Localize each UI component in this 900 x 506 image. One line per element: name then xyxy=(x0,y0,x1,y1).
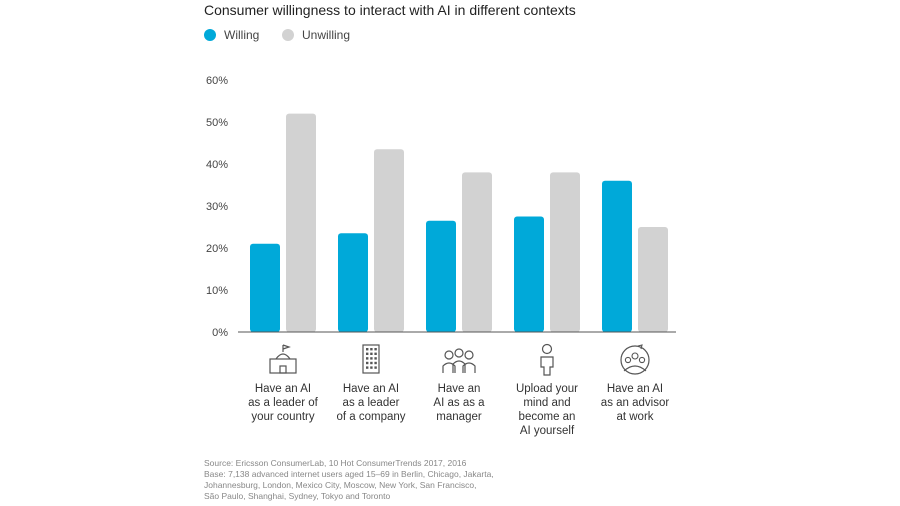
y-tick-label: 10% xyxy=(206,285,228,297)
legend-swatch-unwilling xyxy=(282,29,294,41)
bar-willing-3 xyxy=(514,216,544,332)
y-tick-label: 30% xyxy=(206,201,228,213)
bar-unwilling-0 xyxy=(286,113,316,332)
y-tick-label: 40% xyxy=(206,159,228,171)
x-category-label: Have an AI as an advisor at work xyxy=(600,383,670,423)
x-category-label: Upload your mind and become an AI yourse… xyxy=(515,383,578,437)
legend-label-unwilling: Unwilling xyxy=(302,28,351,42)
x-category-label: Have an AI as a leader of your country xyxy=(248,383,318,423)
legend-label-willing: Willing xyxy=(224,28,260,42)
legend-item-willing: Willing xyxy=(204,28,259,42)
bar-unwilling-4 xyxy=(638,227,668,332)
legend-item-unwilling: Unwilling xyxy=(282,28,350,42)
bar-willing-2 xyxy=(426,220,456,332)
y-tick-label: 0% xyxy=(212,327,228,339)
bar-willing-4 xyxy=(602,180,632,332)
team-icon xyxy=(442,348,476,373)
legend-swatch-willing xyxy=(204,29,216,41)
bar-unwilling-3 xyxy=(550,172,580,332)
office-building-icon xyxy=(362,344,380,374)
bar-unwilling-1 xyxy=(374,149,404,332)
y-tick-label: 60% xyxy=(206,75,228,87)
bar-willing-0 xyxy=(250,243,280,332)
person-icon xyxy=(540,343,554,376)
bar-willing-1 xyxy=(338,233,368,332)
y-tick-label: 50% xyxy=(206,117,228,129)
government-building-icon xyxy=(269,344,297,374)
y-tick-label: 20% xyxy=(206,243,228,255)
bar-unwilling-2 xyxy=(462,172,492,332)
x-category-label: Have an AI as as a manager xyxy=(433,383,485,423)
source-note: Source: Ericsson ConsumerLab, 10 Hot Con… xyxy=(204,458,494,501)
advisor-group-icon xyxy=(620,344,650,375)
x-category-label: Have an AI as a leader of a company xyxy=(336,383,406,423)
chart-title: Consumer willingness to interact with AI… xyxy=(204,2,576,18)
